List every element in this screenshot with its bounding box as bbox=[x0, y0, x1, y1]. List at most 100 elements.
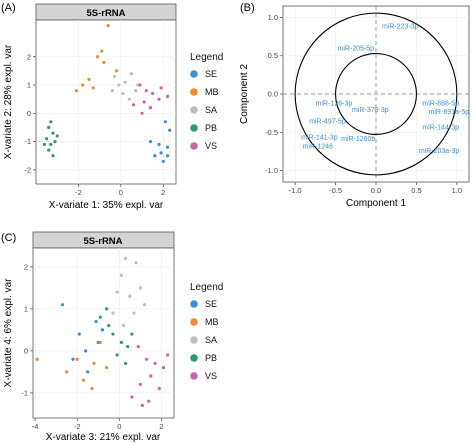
x-tick-label: 0.0 bbox=[371, 186, 381, 195]
point-mb bbox=[74, 89, 78, 93]
point-pb bbox=[119, 340, 123, 345]
point-pb bbox=[51, 131, 55, 135]
point-se bbox=[165, 154, 170, 158]
point-se bbox=[157, 142, 161, 147]
point-mb bbox=[92, 361, 96, 366]
legend-key-pb bbox=[190, 354, 198, 362]
x-tick-label: -0.5 bbox=[329, 186, 342, 195]
point-pb bbox=[45, 137, 49, 141]
panel-a-plot-area bbox=[35, 19, 177, 185]
x-tick-label: 1.0 bbox=[452, 186, 462, 195]
legend-key-pb bbox=[190, 124, 198, 132]
point-pb bbox=[53, 139, 57, 144]
point-pb bbox=[100, 328, 105, 332]
point-mb bbox=[105, 366, 109, 370]
point-mb bbox=[91, 86, 95, 90]
panel-a: 5S-rRNA -2 0 2 -2 -1 0 1 2 X-variate 1: 35% exp… bbox=[3, 3, 223, 211]
point-sa bbox=[127, 97, 131, 101]
point-sa bbox=[115, 290, 119, 294]
panel-label-c: (C) bbox=[1, 232, 16, 244]
y-tick-label: -0.5 bbox=[265, 128, 278, 137]
y-tick-label: 0 bbox=[24, 346, 28, 355]
point-vs bbox=[145, 357, 149, 361]
point-mb bbox=[65, 370, 69, 374]
point-mb bbox=[35, 357, 39, 361]
point-mb bbox=[95, 55, 100, 59]
variable-label: miR-126-3p bbox=[316, 101, 353, 108]
variable-label: miR-891a-5p bbox=[429, 109, 470, 116]
point-sa bbox=[121, 91, 125, 96]
point-vs bbox=[140, 111, 144, 115]
x-tick-label: 0 bbox=[117, 422, 121, 431]
y-tick-label: -1 bbox=[24, 137, 31, 146]
point-sa bbox=[129, 72, 134, 76]
point-vs bbox=[157, 387, 161, 391]
legend-label-sa: SA bbox=[205, 105, 217, 115]
point-se bbox=[77, 332, 81, 336]
point-se bbox=[86, 370, 90, 374]
panel-a-ticks: -2 0 2 -2 -1 0 1 2 bbox=[24, 52, 165, 197]
point-sa bbox=[123, 256, 128, 261]
point-vs bbox=[166, 353, 170, 357]
point-pb bbox=[49, 120, 53, 124]
point-mb bbox=[98, 340, 102, 345]
panel-b-ylabel: Component 2 bbox=[239, 64, 250, 124]
legend-key-mb bbox=[190, 318, 198, 326]
point-sa bbox=[123, 80, 127, 84]
x-tick-label: -2 bbox=[74, 422, 81, 431]
panel-c-gridlines bbox=[33, 248, 174, 418]
y-tick-label: 1 bbox=[27, 81, 31, 90]
point-pb bbox=[107, 324, 111, 328]
point-vs bbox=[161, 366, 166, 370]
point-se bbox=[159, 151, 163, 155]
legend-title: Legend bbox=[190, 52, 223, 63]
legend-key-se bbox=[190, 70, 198, 78]
legend-label-vs: VS bbox=[205, 371, 217, 381]
point-mb bbox=[102, 60, 106, 65]
point-pb bbox=[47, 148, 51, 152]
point-pb bbox=[55, 134, 59, 138]
point-vs bbox=[138, 83, 142, 87]
y-tick-label: 0 bbox=[27, 109, 31, 118]
variable-label: miR-203a-3p bbox=[419, 148, 460, 155]
point-sa bbox=[111, 311, 115, 315]
variable-label: miR-888-5p bbox=[422, 101, 459, 108]
point-mb bbox=[106, 24, 110, 28]
panel-c-plot-area bbox=[32, 247, 175, 419]
variable-label: miR-141-3p bbox=[301, 134, 338, 141]
legend-label-se: SE bbox=[205, 69, 217, 79]
point-se bbox=[84, 349, 88, 353]
panel-b-variable-labels: miR-223-3p miR-205-5p miR-126-3pmiR-378-3p… bbox=[301, 23, 469, 155]
legend-key-vs bbox=[190, 372, 198, 380]
point-vs bbox=[147, 399, 151, 403]
variable-label: miR-1246 bbox=[303, 144, 333, 151]
point-se bbox=[148, 139, 153, 144]
point-vs bbox=[151, 91, 155, 96]
panel-a-title: 5S-rRNA bbox=[86, 8, 125, 19]
point-se bbox=[60, 303, 65, 307]
variable-label: miR-378-3p bbox=[352, 107, 389, 114]
point-mb bbox=[100, 49, 104, 53]
variable-label: miR-223-3p bbox=[382, 23, 419, 30]
y-tick-label: -1 bbox=[21, 388, 28, 397]
x-tick-label: -4 bbox=[32, 422, 39, 431]
x-tick-label: -2 bbox=[75, 188, 82, 197]
legend-label-mb: MB bbox=[205, 317, 219, 327]
point-se bbox=[161, 159, 165, 163]
point-vs bbox=[136, 345, 140, 349]
variable-label: miR-144-3p bbox=[422, 124, 459, 131]
point-se bbox=[153, 154, 157, 158]
variable-label: miR-1260b bbox=[341, 136, 375, 143]
point-vs bbox=[138, 382, 142, 387]
panel-a-legend: Legend SE MB SA PB VS bbox=[190, 52, 223, 151]
panel-a-points bbox=[42, 24, 172, 163]
legend-label-pb: PB bbox=[205, 353, 217, 363]
panel-label-b: (B) bbox=[240, 2, 255, 14]
point-sa bbox=[110, 89, 114, 93]
panel-c-title: 5S-rRNA bbox=[83, 236, 122, 247]
panel-label-a: (A) bbox=[1, 2, 16, 14]
point-pb bbox=[49, 142, 53, 147]
point-pb bbox=[105, 307, 109, 311]
point-vs bbox=[153, 361, 157, 366]
point-mb bbox=[81, 83, 85, 87]
